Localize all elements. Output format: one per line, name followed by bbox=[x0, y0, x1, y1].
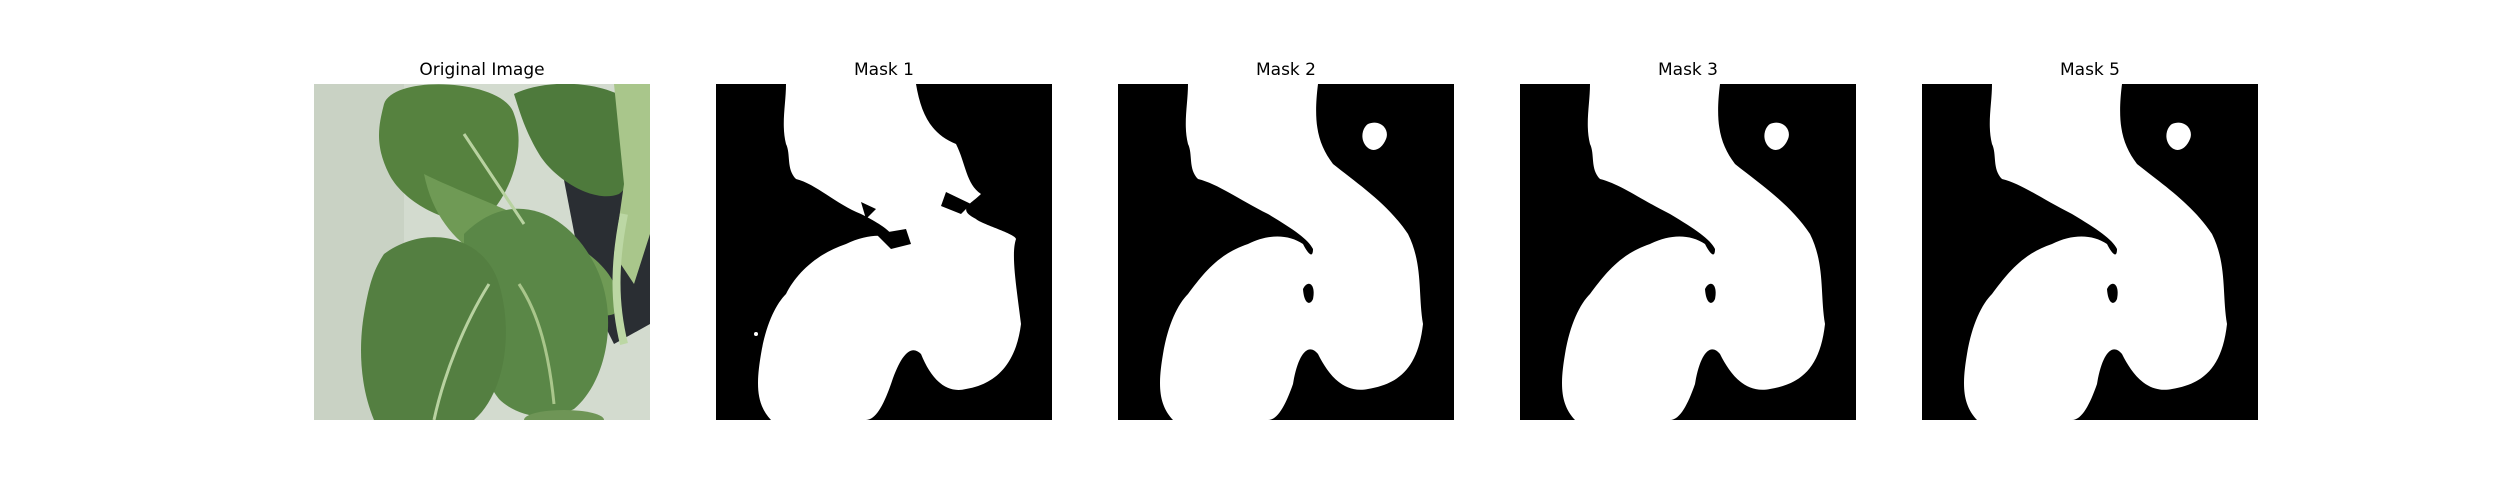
panel-title: Mask 5 bbox=[2059, 60, 2120, 80]
panel-title: Mask 3 bbox=[1657, 60, 1718, 80]
mask-image-3 bbox=[1520, 84, 1856, 420]
panel-mask-3: Mask 3 bbox=[1520, 0, 1856, 500]
mask-image-5 bbox=[1922, 84, 2258, 420]
mask-image-1 bbox=[716, 84, 1052, 420]
panel-mask-2: Mask 2 bbox=[1118, 0, 1454, 500]
panel-mask-5: Mask 5 bbox=[1922, 0, 2258, 500]
panel-original-image: Original Image bbox=[314, 0, 650, 500]
original-image bbox=[314, 84, 650, 420]
mask-image-2 bbox=[1118, 84, 1454, 420]
panel-title: Original Image bbox=[419, 60, 545, 80]
panel-mask-1: Mask 1 bbox=[716, 0, 1052, 500]
panel-title: Mask 1 bbox=[853, 60, 914, 80]
panel-title: Mask 2 bbox=[1255, 60, 1316, 80]
